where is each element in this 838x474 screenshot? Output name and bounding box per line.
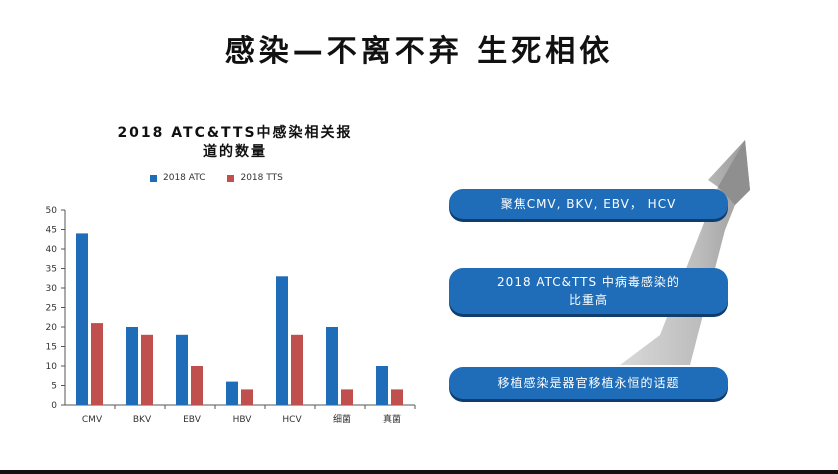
y-tick-label: 45	[46, 226, 57, 236]
chart-legend: 2018 ATC 2018 TTS	[150, 173, 283, 183]
y-tick-label: 5	[51, 382, 57, 392]
chart-title-line-2: 道的数量	[203, 144, 267, 160]
bar-tts-3	[241, 389, 253, 405]
callout-focus-viruses: 聚焦CMV, BKV, EBV， HCV	[449, 189, 728, 219]
legend-swatch-tts	[227, 174, 235, 182]
chart-title: 2018 ATC&TTS中感染相关报 道的数量	[80, 124, 390, 162]
y-tick-label: 25	[46, 304, 57, 314]
callout-viral-infection-ratio: 2018 ATC&TTS 中病毒感染的 比重高	[449, 268, 728, 314]
legend-item-atc: 2018 ATC	[150, 173, 205, 183]
bar-atc-2	[176, 334, 188, 405]
bar-atc-5	[326, 327, 338, 405]
callout-transplant-infection-topic: 移植感染是器官移植永恒的话题	[449, 367, 728, 399]
y-tick-label: 20	[46, 323, 58, 333]
bar-atc-1	[126, 327, 138, 405]
y-tick-label: 10	[46, 362, 58, 372]
x-tick-label: BKV	[133, 415, 152, 425]
bar-atc-4	[276, 276, 288, 405]
legend-label-tts: 2018 TTS	[240, 173, 283, 183]
bar-atc-6	[376, 366, 388, 405]
y-tick-label: 40	[46, 245, 58, 255]
bar-tts-0	[91, 323, 103, 405]
bar-tts-6	[391, 389, 403, 405]
y-tick-label: 0	[51, 401, 57, 411]
bar-atc-3	[226, 381, 238, 405]
legend-swatch-atc	[150, 174, 157, 182]
y-tick-label: 15	[46, 343, 57, 353]
x-tick-label: HCV	[282, 415, 302, 425]
bar-atc-0	[76, 233, 88, 405]
bottom-rule	[0, 470, 838, 474]
bar-tts-2	[191, 366, 203, 405]
x-tick-label: CMV	[82, 415, 103, 425]
callout-focus-viruses-text: 聚焦CMV, BKV, EBV， HCV	[500, 197, 677, 211]
bar-tts-4	[291, 334, 303, 405]
callout-viral-infection-ratio-text: 2018 ATC&TTS 中病毒感染的 比重高	[497, 275, 680, 307]
bar-tts-5	[341, 389, 353, 405]
y-tick-label: 30	[46, 284, 58, 294]
y-tick-label: 35	[46, 265, 57, 275]
legend-item-tts: 2018 TTS	[227, 173, 283, 183]
legend-label-atc: 2018 ATC	[163, 173, 206, 183]
bar-chart: 0 5 10 15 20 25 30 35 40 45 50 CMV BKV EBV HBV HCV 细菌 真菌	[46, 206, 416, 425]
x-tick-label: HBV	[233, 415, 253, 425]
callout-transplant-infection-topic-text: 移植感染是器官移植永恒的话题	[497, 376, 680, 390]
x-tick-label: 真菌	[383, 413, 401, 425]
upward-arrow-graphic	[620, 140, 750, 365]
x-tick-label: EBV	[183, 415, 202, 425]
y-tick-label: 50	[46, 206, 58, 216]
slide-title: 感染—不离不弃 生死相依	[224, 34, 614, 69]
bar-tts-1	[141, 334, 153, 405]
x-tick-label: 细菌	[333, 413, 351, 425]
chart-title-line-1: 2018 ATC&TTS中感染相关报	[117, 125, 353, 141]
